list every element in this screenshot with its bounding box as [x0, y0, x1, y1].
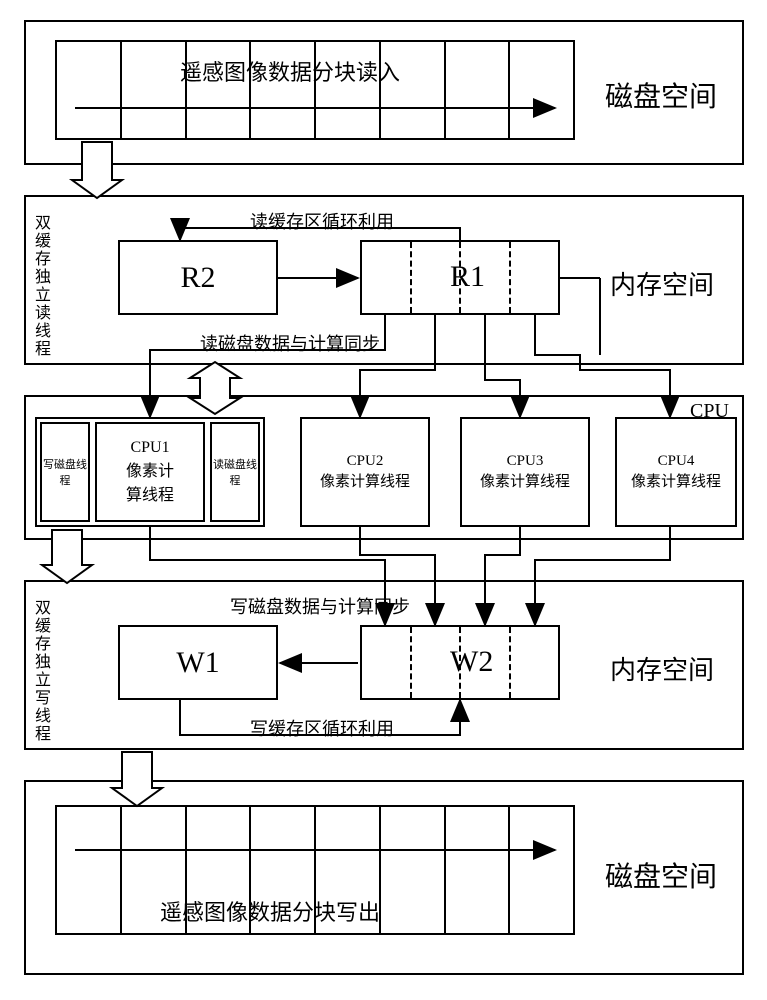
cpu1-read-thread: 读磁盘线 程 — [210, 422, 260, 522]
disk-top-title: 磁盘空间 — [605, 75, 717, 115]
cpu1-pixel-thread: CPU1 像素计 算线程 — [95, 422, 205, 522]
mem-read-title: 内存空间 — [610, 265, 714, 302]
buffer-w2-label: W2 — [450, 645, 493, 679]
cpu1-write-thread: 写磁盘线 程 — [40, 422, 90, 522]
mem-read-side: 双缓存独立读线程 — [35, 215, 55, 359]
disk-top-caption: 遥感图像数据分块读入 — [180, 55, 400, 87]
cpu4-pixel-thread: CPU4 像素计算线程 — [615, 417, 737, 527]
buffer-w1: W1 — [118, 625, 278, 700]
mem-write-side: 双缓存独立写线程 — [35, 600, 55, 744]
buffer-r2: R2 — [118, 240, 278, 315]
mem-write-top-caption: 写磁盘数据与计算同步 — [230, 593, 410, 619]
buffer-w1-label: W1 — [176, 646, 219, 680]
disk-bot-title: 磁盘空间 — [605, 855, 717, 895]
disk-bot-caption: 遥感图像数据分块写出 — [160, 895, 380, 927]
mem-write-title: 内存空间 — [610, 650, 714, 687]
buffer-r1-label: R1 — [450, 260, 485, 294]
cpu2-pixel-thread: CPU2 像素计算线程 — [300, 417, 430, 527]
mem-read-top-caption: 读缓存区循环利用 — [250, 208, 394, 234]
mem-write-bot-caption: 写缓存区循环利用 — [250, 715, 394, 741]
cpu3-pixel-thread: CPU3 像素计算线程 — [460, 417, 590, 527]
buffer-r2-label: R2 — [180, 261, 215, 295]
mem-read-bot-caption: 读磁盘数据与计算同步 — [200, 330, 380, 356]
